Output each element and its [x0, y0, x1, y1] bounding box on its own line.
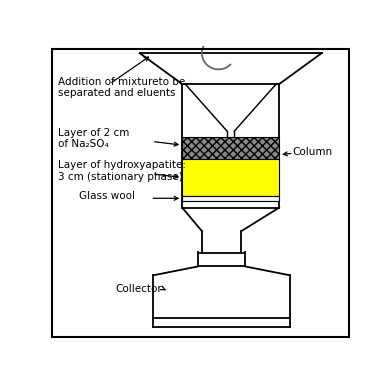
Text: Glass wool: Glass wool — [79, 191, 135, 201]
Bar — [182, 196, 279, 201]
Text: Layer of 2 cm
of Na₂SO₄: Layer of 2 cm of Na₂SO₄ — [58, 128, 129, 149]
Text: Collector: Collector — [116, 283, 162, 293]
Bar — [182, 137, 279, 159]
Text: Column: Column — [293, 147, 333, 157]
Text: Addition of mixtureto be
separated and eluents: Addition of mixtureto be separated and e… — [58, 77, 185, 98]
Text: Layer of hydroxyapatite:
3 cm (stationary phase): Layer of hydroxyapatite: 3 cm (stationar… — [58, 160, 186, 182]
Bar — [182, 84, 279, 207]
Bar — [182, 159, 279, 196]
